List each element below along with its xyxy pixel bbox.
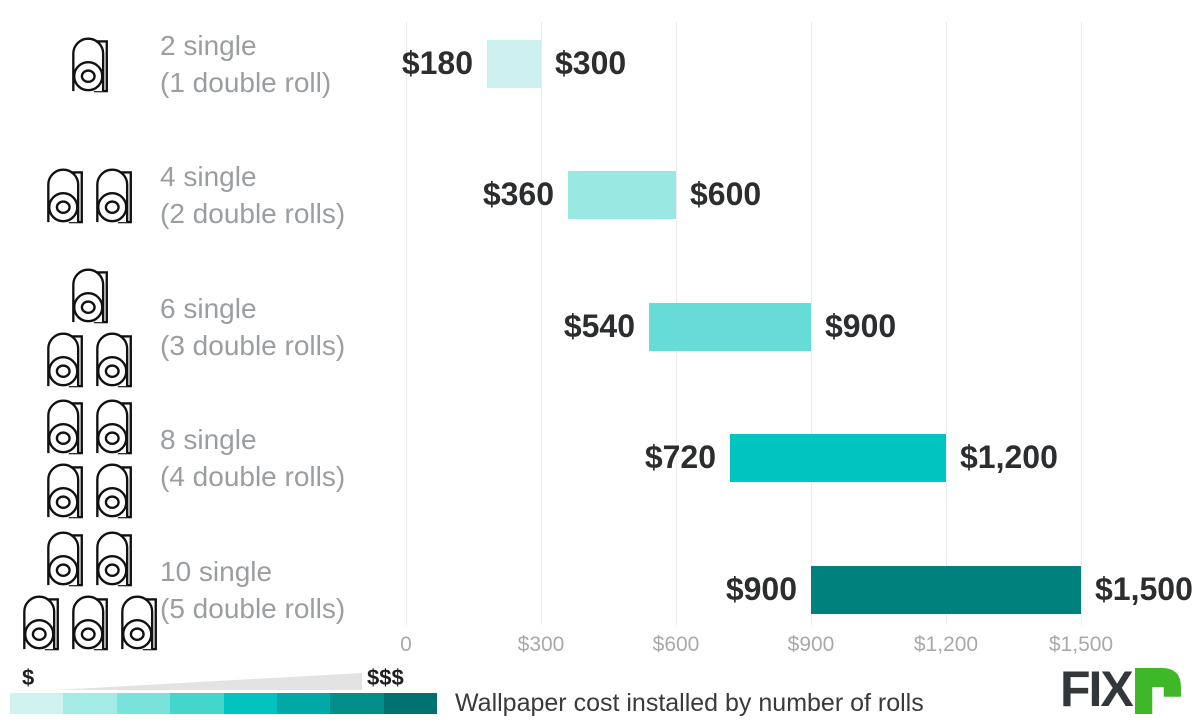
gridline — [811, 22, 812, 625]
roll-icon-line — [66, 263, 115, 327]
legend-swatch — [170, 693, 224, 714]
wallpaper-roll-icon — [71, 268, 108, 324]
row-category-label: 2 single (1 double roll) — [160, 27, 331, 101]
bar-min-label: $540 — [563, 308, 635, 344]
row-category-label-line: 10 single — [160, 556, 273, 587]
wallpaper-roll-icon — [47, 399, 83, 455]
chart-caption: Wallpaper cost installed by number of ro… — [455, 689, 924, 717]
legend-swatch — [116, 693, 171, 714]
bar-min-label: $360 — [482, 176, 554, 212]
legend-swatch — [330, 693, 384, 714]
gridline — [541, 22, 542, 625]
row-category-label-line: 8 single — [160, 424, 257, 455]
legend-swatch — [10, 693, 64, 714]
gridline — [406, 22, 407, 625]
row-category-label: 8 single (4 double rolls) — [160, 421, 345, 495]
row-category-label-line: 2 single — [160, 30, 257, 61]
row-category-label-line: (1 double roll) — [160, 67, 332, 98]
range-bar — [730, 434, 946, 482]
x-tick-label: $1,200 — [913, 633, 979, 656]
roll-icon-line — [66, 32, 115, 96]
row-category-label-line: 4 single — [160, 161, 257, 192]
bar-max-label: $1,500 — [1095, 571, 1193, 607]
row-category-label: 4 single (2 double rolls) — [160, 158, 345, 232]
legend-low-symbol: $ — [22, 665, 35, 690]
roll-icon-line — [41, 394, 139, 458]
range-bar — [568, 171, 676, 219]
x-tick-label: $900 — [787, 633, 835, 656]
wallpaper-roll-icon — [47, 531, 83, 587]
wallpaper-roll-icon — [71, 37, 108, 93]
gridline — [1081, 22, 1082, 625]
wallpaper-roll-icon — [96, 168, 132, 224]
roll-icons — [15, 263, 165, 391]
row-category-label: 6 single (3 double rolls) — [160, 290, 345, 364]
wallpaper-roll-icon — [22, 595, 59, 651]
row-category-label-line: (3 double rolls) — [160, 330, 346, 361]
roll-icon-line — [41, 526, 139, 590]
wallpaper-roll-icon — [96, 332, 132, 388]
wallpaper-roll-icon — [47, 332, 83, 388]
wallpaper-roll-icon — [96, 399, 132, 455]
x-tick-label: $600 — [652, 633, 700, 656]
legend-swatch — [223, 693, 277, 714]
fixr-logo-r-icon — [1134, 668, 1181, 714]
fixr-logo-text: FIX — [1060, 661, 1134, 717]
x-tick-label: 0 — [400, 633, 412, 656]
bar-max-label: $1,200 — [960, 439, 1058, 475]
wallpaper-roll-icon — [47, 168, 83, 224]
legend-swatch — [63, 693, 117, 714]
legend-high-symbol: $$$ — [367, 665, 404, 690]
wallpaper-roll-icon — [71, 595, 108, 651]
wallpaper-roll-icon — [96, 463, 132, 519]
roll-icons — [15, 394, 165, 522]
wallpaper-roll-icon — [47, 463, 83, 519]
bar-min-label: $720 — [644, 439, 716, 475]
bar-max-label: $900 — [825, 308, 897, 344]
roll-icon-line — [41, 327, 139, 391]
bar-max-label: $600 — [690, 176, 762, 212]
range-bar — [811, 566, 1081, 614]
roll-icon-line — [41, 458, 139, 522]
gridline — [946, 22, 947, 625]
bar-min-label: $900 — [725, 571, 797, 607]
fixr-logo: FIX — [1060, 664, 1181, 715]
wallpaper-roll-icon — [120, 595, 157, 651]
row-category-label-line: (4 double rolls) — [160, 461, 346, 492]
x-tick-label: $1,500 — [1048, 633, 1114, 656]
roll-icon-line — [41, 163, 139, 227]
legend-color-scale — [10, 693, 438, 714]
roll-icons — [15, 163, 165, 227]
legend-swatch — [383, 693, 438, 714]
wallpaper-roll-icon — [96, 531, 132, 587]
bar-max-label: $300 — [555, 45, 627, 81]
row-category-label-line: (5 double rolls) — [160, 593, 346, 624]
range-bar — [487, 40, 541, 88]
roll-icons — [15, 526, 165, 654]
bar-min-label: $180 — [401, 45, 473, 81]
cost-scale-wedge — [55, 673, 362, 690]
range-bar — [649, 303, 811, 351]
row-category-label: 10 single (5 double rolls) — [160, 553, 345, 627]
legend-swatch — [276, 693, 331, 714]
roll-icons — [15, 32, 165, 96]
row-category-label-line: (2 double rolls) — [160, 198, 346, 229]
x-tick-label: $300 — [517, 633, 565, 656]
row-category-label-line: 6 single — [160, 293, 257, 324]
roll-icon-line — [17, 590, 164, 654]
